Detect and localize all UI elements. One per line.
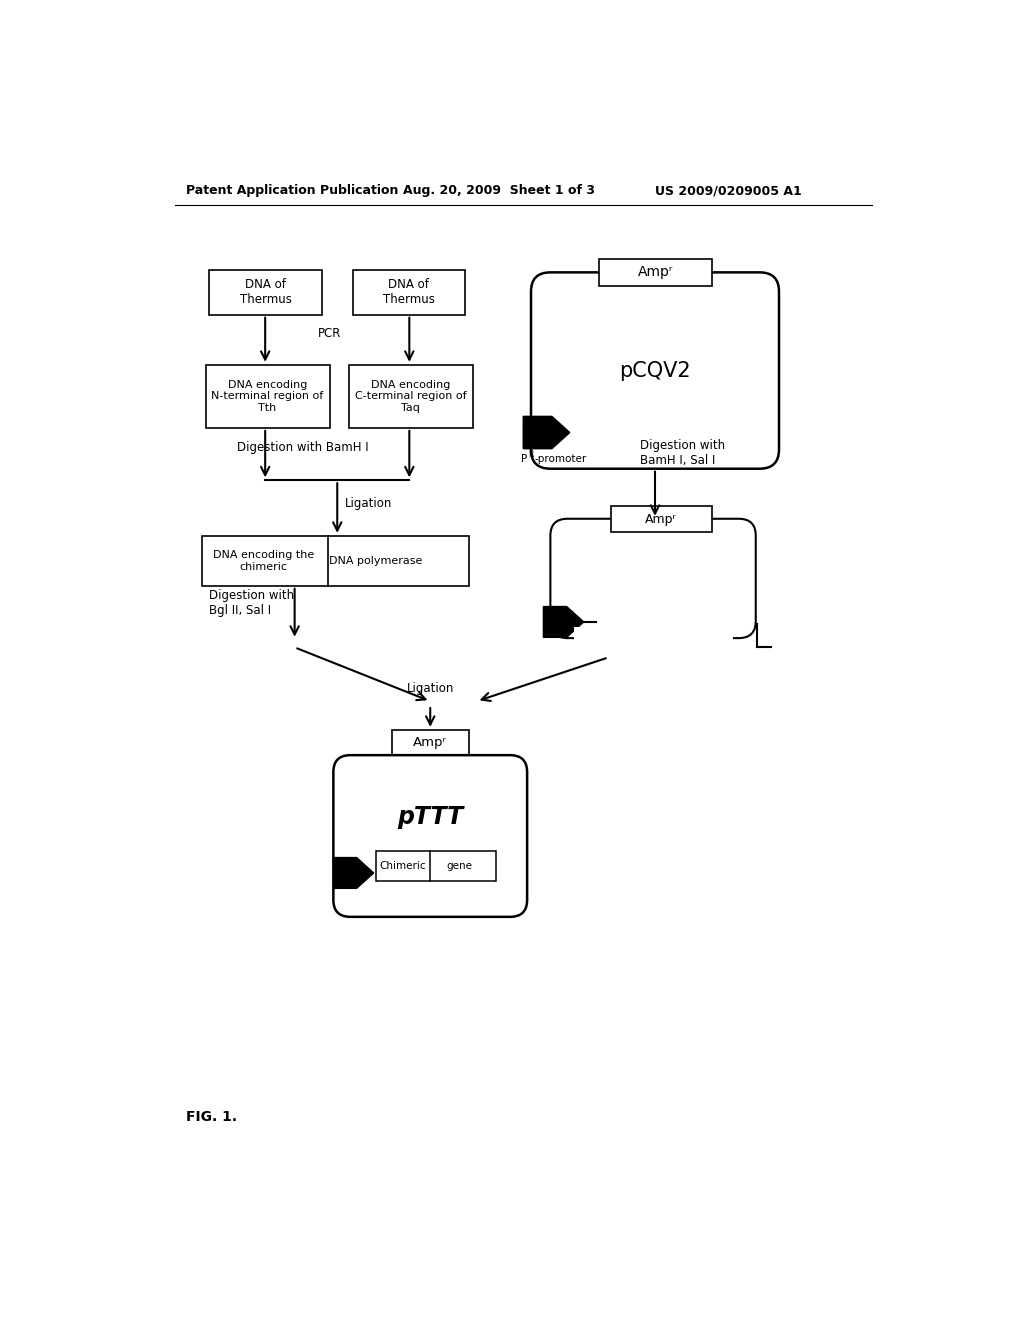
FancyBboxPatch shape bbox=[376, 851, 496, 880]
Polygon shape bbox=[523, 416, 569, 449]
Text: PCR: PCR bbox=[317, 327, 341, 341]
FancyBboxPatch shape bbox=[550, 519, 756, 638]
FancyBboxPatch shape bbox=[349, 364, 473, 428]
Text: -promoter: -promoter bbox=[535, 454, 587, 463]
FancyBboxPatch shape bbox=[202, 536, 469, 586]
Text: Chimeric: Chimeric bbox=[380, 861, 426, 871]
Polygon shape bbox=[544, 607, 584, 638]
FancyBboxPatch shape bbox=[352, 271, 465, 314]
Text: DNA encoding
N-terminal region of
Tth: DNA encoding N-terminal region of Tth bbox=[211, 380, 324, 413]
FancyBboxPatch shape bbox=[611, 507, 712, 532]
Text: Patent Application Publication: Patent Application Publication bbox=[186, 185, 398, 197]
Text: DNA encoding
C-terminal region of
Taq: DNA encoding C-terminal region of Taq bbox=[355, 380, 467, 413]
Text: Ampʳ: Ampʳ bbox=[638, 265, 673, 280]
FancyBboxPatch shape bbox=[531, 272, 779, 469]
Text: R: R bbox=[528, 450, 535, 459]
Text: gene: gene bbox=[446, 861, 473, 871]
Text: Digestion with
Bgl II, Sal I: Digestion with Bgl II, Sal I bbox=[209, 590, 295, 618]
Text: DNA polymerase: DNA polymerase bbox=[330, 556, 423, 566]
FancyBboxPatch shape bbox=[573, 627, 732, 640]
FancyBboxPatch shape bbox=[391, 730, 469, 755]
FancyBboxPatch shape bbox=[334, 755, 527, 917]
Text: Digestion with
BamH I, Sal I: Digestion with BamH I, Sal I bbox=[640, 438, 725, 466]
Polygon shape bbox=[334, 858, 374, 888]
FancyBboxPatch shape bbox=[206, 364, 330, 428]
FancyBboxPatch shape bbox=[599, 259, 712, 286]
Text: FIG. 1.: FIG. 1. bbox=[186, 1110, 238, 1125]
FancyBboxPatch shape bbox=[209, 271, 322, 314]
Text: Ampʳ: Ampʳ bbox=[645, 512, 677, 525]
Text: DNA encoding the
chimeric: DNA encoding the chimeric bbox=[213, 550, 314, 572]
Text: DNA of
Thermus: DNA of Thermus bbox=[240, 279, 292, 306]
Text: Ligation: Ligation bbox=[407, 681, 455, 694]
Text: Ampʳ: Ampʳ bbox=[414, 737, 447, 748]
Text: Ligation: Ligation bbox=[345, 496, 392, 510]
Text: DNA of
Thermus: DNA of Thermus bbox=[383, 279, 435, 306]
Text: pTTT: pTTT bbox=[397, 805, 464, 829]
Text: pCQV2: pCQV2 bbox=[620, 360, 691, 380]
Text: P: P bbox=[521, 454, 527, 463]
Text: US 2009/0209005 A1: US 2009/0209005 A1 bbox=[655, 185, 802, 197]
Text: Aug. 20, 2009  Sheet 1 of 3: Aug. 20, 2009 Sheet 1 of 3 bbox=[403, 185, 595, 197]
Text: Digestion with BamH I: Digestion with BamH I bbox=[237, 441, 369, 454]
